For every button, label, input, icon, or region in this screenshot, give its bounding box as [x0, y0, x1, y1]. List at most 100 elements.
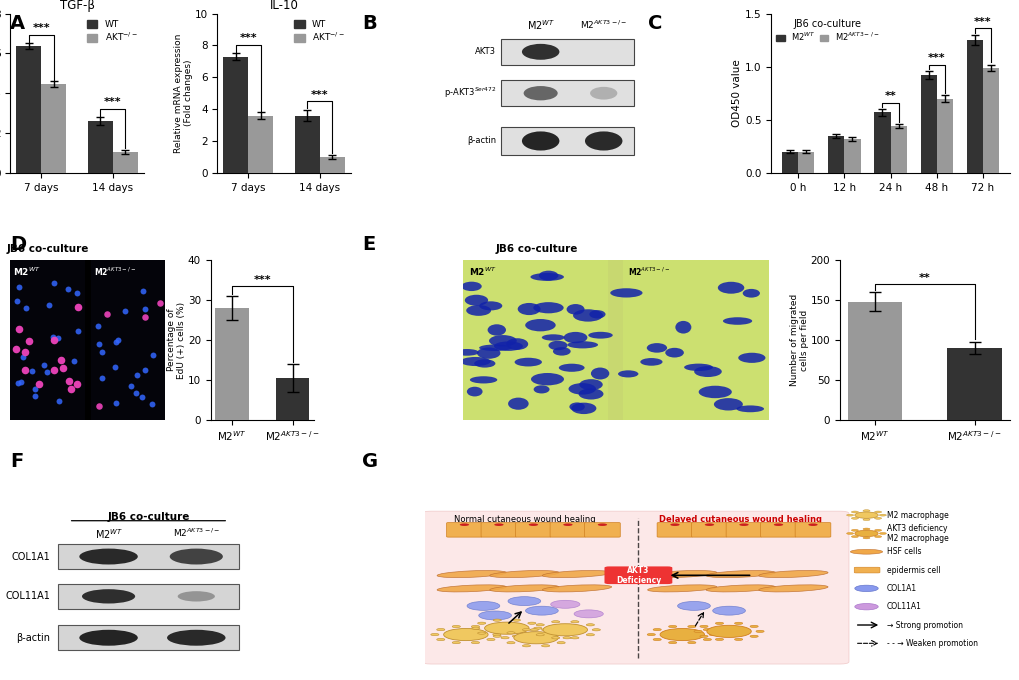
Text: → Strong promotion: → Strong promotion — [887, 621, 962, 630]
Text: D: D — [10, 235, 26, 254]
Text: Normal cutaneous wound healing: Normal cutaneous wound healing — [453, 515, 594, 524]
Circle shape — [687, 641, 695, 644]
Ellipse shape — [488, 335, 517, 347]
Point — [9, 296, 25, 307]
Point — [91, 339, 107, 350]
Ellipse shape — [479, 345, 511, 351]
Point — [152, 298, 168, 309]
Ellipse shape — [522, 131, 558, 150]
Text: ***: *** — [254, 275, 271, 285]
Point — [145, 349, 161, 360]
Bar — [798, 152, 813, 173]
Circle shape — [514, 632, 557, 644]
Legend: WT, AKT$^{-/-}$: WT, AKT$^{-/-}$ — [291, 18, 346, 45]
Text: ***: *** — [973, 17, 990, 27]
Text: M2$^{AKT3-/-}$: M2$^{AKT3-/-}$ — [94, 265, 136, 277]
Ellipse shape — [568, 383, 595, 394]
Circle shape — [597, 524, 606, 526]
FancyBboxPatch shape — [853, 567, 879, 573]
Ellipse shape — [489, 571, 558, 577]
Circle shape — [699, 635, 707, 637]
FancyBboxPatch shape — [501, 126, 634, 155]
FancyBboxPatch shape — [501, 39, 634, 65]
Ellipse shape — [467, 387, 482, 396]
Ellipse shape — [579, 379, 602, 390]
Point — [90, 320, 106, 331]
Text: epidermis cell: epidermis cell — [887, 566, 940, 575]
Text: COL11A1: COL11A1 — [5, 592, 50, 601]
Text: ***: *** — [927, 53, 945, 63]
Ellipse shape — [742, 289, 759, 298]
Circle shape — [755, 630, 763, 632]
Bar — [873, 112, 890, 173]
Bar — [982, 68, 998, 173]
Ellipse shape — [684, 364, 712, 371]
Circle shape — [669, 524, 679, 526]
Y-axis label: Relative mRNA expression
(Fold changes): Relative mRNA expression (Fold changes) — [173, 33, 193, 153]
Text: M2$^{WT}$: M2$^{WT}$ — [95, 527, 122, 541]
Circle shape — [541, 645, 549, 647]
Circle shape — [807, 524, 817, 526]
Bar — [463, 260, 607, 420]
Point — [91, 401, 107, 411]
Circle shape — [712, 606, 745, 615]
Point — [26, 384, 43, 394]
Ellipse shape — [79, 630, 138, 646]
Bar — [88, 121, 113, 173]
Circle shape — [702, 628, 710, 631]
Text: ***: *** — [239, 33, 257, 43]
Circle shape — [562, 636, 571, 639]
FancyBboxPatch shape — [422, 511, 848, 664]
Y-axis label: Number of migrated
cells per field: Number of migrated cells per field — [789, 294, 808, 386]
Circle shape — [506, 632, 515, 634]
Point — [39, 367, 55, 378]
Bar — [782, 152, 798, 173]
Circle shape — [873, 536, 880, 538]
Circle shape — [533, 627, 541, 629]
Text: ***: *** — [311, 90, 328, 99]
Point — [17, 364, 34, 375]
FancyBboxPatch shape — [446, 523, 482, 537]
Text: Delayed cutaneous wound healing: Delayed cutaneous wound healing — [658, 515, 821, 524]
Ellipse shape — [647, 571, 716, 577]
Circle shape — [851, 517, 858, 520]
Ellipse shape — [542, 571, 611, 577]
Circle shape — [687, 626, 695, 628]
Circle shape — [854, 512, 877, 518]
Bar — [966, 40, 982, 173]
Ellipse shape — [705, 571, 774, 577]
Circle shape — [436, 628, 444, 631]
Point — [107, 337, 123, 347]
Legend: M2$^{WT}$, M2$^{AKT3-/-}$: M2$^{WT}$, M2$^{AKT3-/-}$ — [774, 18, 879, 44]
Circle shape — [484, 622, 529, 634]
Circle shape — [873, 529, 880, 531]
Ellipse shape — [738, 353, 764, 363]
Circle shape — [551, 636, 559, 639]
Circle shape — [667, 626, 677, 628]
Circle shape — [525, 606, 557, 615]
Text: p-AKT3$^{Ser472}$: p-AKT3$^{Ser472}$ — [443, 86, 496, 101]
Text: M2$^{AKT3-/-}$: M2$^{AKT3-/-}$ — [172, 527, 220, 539]
Circle shape — [846, 514, 853, 516]
Circle shape — [494, 524, 503, 526]
Point — [99, 309, 115, 320]
Text: JB6 co-culture: JB6 co-culture — [107, 512, 190, 522]
Circle shape — [773, 524, 783, 526]
Ellipse shape — [531, 373, 564, 386]
Text: AKT3
Deficiency: AKT3 Deficiency — [615, 566, 660, 585]
Bar — [113, 152, 138, 173]
Circle shape — [556, 642, 565, 644]
Point — [50, 333, 66, 343]
Circle shape — [507, 596, 540, 606]
FancyBboxPatch shape — [501, 80, 634, 106]
Circle shape — [536, 624, 544, 626]
Bar — [827, 136, 844, 173]
Circle shape — [749, 635, 757, 637]
FancyBboxPatch shape — [58, 544, 238, 569]
Circle shape — [571, 636, 579, 639]
Ellipse shape — [590, 87, 616, 99]
Circle shape — [492, 619, 500, 622]
Circle shape — [862, 510, 869, 511]
Ellipse shape — [567, 341, 597, 348]
Circle shape — [586, 634, 594, 636]
